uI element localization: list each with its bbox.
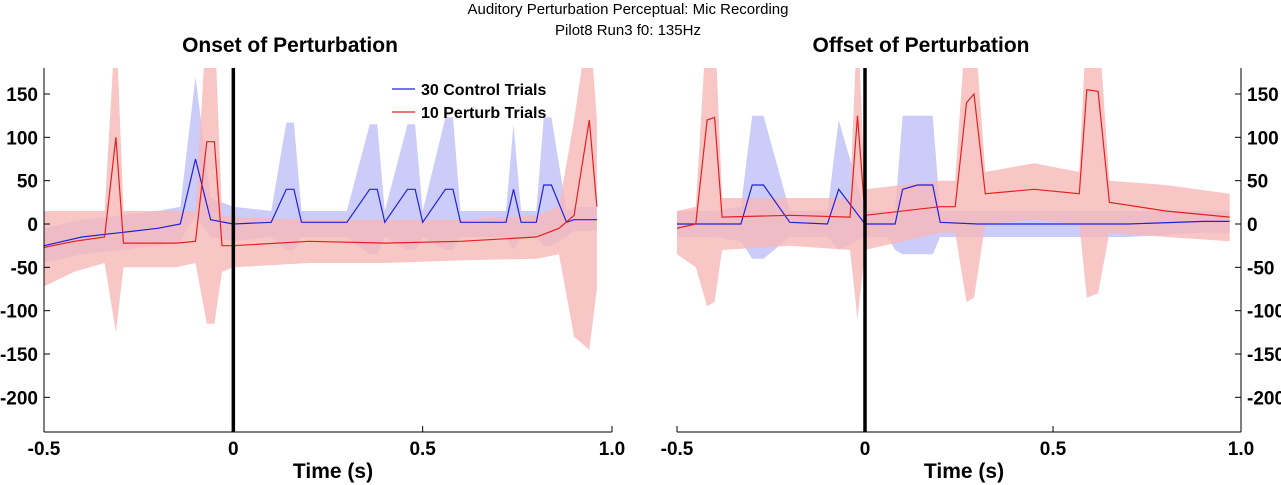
onset-chart-panel: -0.5 0 0.5 1.0 -200 -150 -100 -50 0 50 100 150 Onset…: [0, 34, 625, 483]
offset-y-tick-label: 50: [1247, 172, 1268, 193]
onset-y-tick-label: -200: [0, 388, 38, 409]
onset-y-tick-label: 0: [27, 215, 38, 236]
onset-x-tick-label: 1.0: [599, 439, 625, 460]
onset-legend: 30 Control Trials 10 Perturb Trials: [392, 82, 546, 122]
onset-y-tick-label: -150: [0, 345, 38, 366]
onset-y-tick-label: 100: [6, 128, 38, 149]
onset-control-mean-line: [44, 158, 597, 247]
offset-perturb-mean-line: [677, 89, 1230, 229]
onset-x-tick-label: 0: [228, 439, 239, 460]
offset-chart-panel: -0.5 0 0.5 1.0 -200 -150 -100 -50 0 50 100 150 Offse…: [661, 34, 1281, 483]
offset-x-tick-label: 1.0: [1228, 439, 1254, 460]
offset-chart-title: Offset of Perturbation: [812, 34, 1029, 57]
offset-y-tick-label: -200: [1247, 388, 1281, 409]
onset-perturb-mean-line: [44, 119, 598, 248]
legend-label-perturb: 10 Perturb Trials: [421, 105, 546, 122]
offset-x-tick-label: 0: [860, 439, 871, 460]
onset-plot-area: [44, 68, 598, 350]
offset-x-axis-label: Time (s): [924, 460, 1004, 483]
onset-x-tick-label: 0.5: [409, 439, 436, 460]
offset-y-tick-label: -100: [1247, 302, 1281, 323]
offset-y-tick-label: 100: [1247, 128, 1279, 149]
offset-y-tick-label: -150: [1247, 345, 1281, 366]
onset-chart-title: Onset of Perturbation: [182, 34, 398, 57]
offset-y-tick-label: 0: [1247, 215, 1258, 236]
offset-plot-area: [677, 68, 1230, 320]
onset-x-axis-label: Time (s): [293, 460, 373, 483]
figure-subtitle: Pilot8 Run3 f0: 135Hz: [555, 22, 701, 39]
onset-y-tick-label: 50: [17, 172, 38, 193]
offset-perturb-confidence-band: [677, 68, 1230, 320]
offset-x-tick-label: -0.5: [661, 439, 694, 460]
offset-y-tick-label: -50: [1247, 258, 1274, 279]
onset-y-tick-label: 150: [6, 85, 38, 106]
offset-control-mean-line: [677, 184, 1230, 225]
figure-suptitle: Auditory Perturbation Perceptual: Mic Re…: [468, 1, 789, 18]
onset-x-tick-label: -0.5: [28, 439, 61, 460]
onset-y-tick-label: -50: [11, 258, 38, 279]
offset-x-tick-label: 0.5: [1040, 439, 1067, 460]
legend-label-control: 30 Control Trials: [421, 82, 546, 99]
onset-y-tick-label: -100: [0, 302, 38, 323]
offset-y-tick-label: 150: [1247, 85, 1279, 106]
